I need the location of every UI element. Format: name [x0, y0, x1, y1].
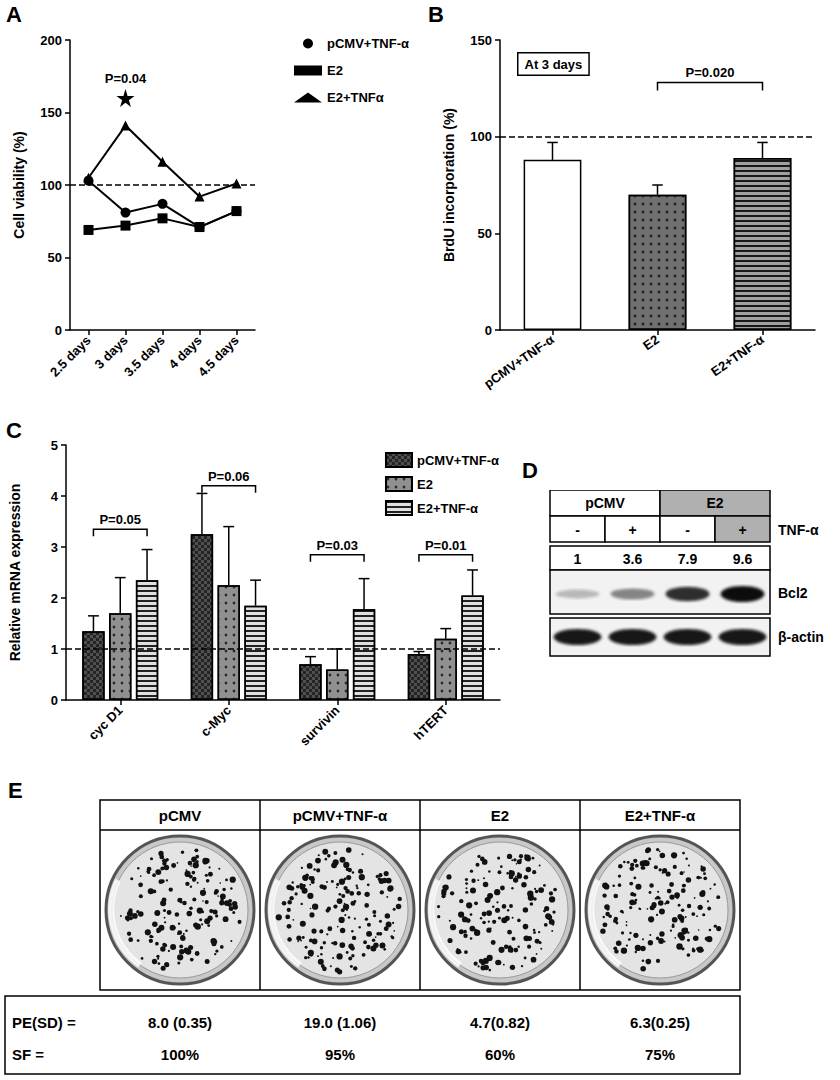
svg-text:0: 0	[51, 693, 58, 708]
svg-text:E2: E2	[491, 807, 509, 824]
svg-text:E2+TNF-α: E2+TNF-α	[625, 807, 696, 824]
html-text:B: B	[428, 2, 444, 27]
svg-text:β-actin: β-actin	[778, 629, 824, 645]
svg-text:-: -	[685, 522, 690, 538]
svg-text:200: 200	[40, 33, 62, 48]
svg-text:hTERT: hTERT	[411, 703, 451, 743]
svg-text:60%: 60%	[485, 1046, 515, 1063]
svg-text:1: 1	[574, 551, 582, 567]
svg-text:E2: E2	[327, 63, 343, 78]
svg-text:4: 4	[51, 489, 59, 504]
svg-text:100: 100	[40, 178, 62, 193]
svg-text:5: 5	[51, 438, 58, 453]
svg-text:Relative mRNA expression: Relative mRNA expression	[7, 484, 23, 662]
svg-text:95%: 95%	[325, 1046, 355, 1063]
svg-text:0: 0	[55, 323, 62, 338]
svg-text:3: 3	[51, 540, 58, 555]
svg-text:pCMV+TNF-α: pCMV+TNF-α	[327, 36, 409, 51]
html-text:A: A	[6, 2, 22, 27]
svg-text:E2+TNF-α: E2+TNF-α	[708, 332, 767, 379]
svg-text:E2: E2	[640, 332, 662, 353]
svg-text:P=0.04: P=0.04	[105, 71, 147, 86]
svg-text:4 days: 4 days	[165, 332, 205, 372]
html-text:C: C	[6, 418, 22, 443]
svg-text:100: 100	[470, 129, 492, 144]
svg-text:-: -	[575, 522, 580, 538]
svg-text:9.6: 9.6	[733, 551, 753, 567]
svg-text:Cell viability (%): Cell viability (%)	[11, 131, 27, 238]
svg-text:Bcl2: Bcl2	[778, 585, 808, 601]
svg-text:pCMV+TNF-α: pCMV+TNF-α	[481, 332, 557, 391]
svg-text:1: 1	[51, 642, 58, 657]
svg-text:P=0.05: P=0.05	[99, 512, 141, 527]
svg-text:At 3 days: At 3 days	[525, 57, 583, 72]
svg-text:P=0.020: P=0.020	[686, 65, 735, 80]
svg-text:3.6: 3.6	[623, 551, 643, 567]
svg-text:50: 50	[48, 250, 62, 265]
svg-text:BrdU incorporation (%): BrdU incorporation (%)	[441, 108, 457, 262]
svg-text:E2: E2	[706, 495, 723, 511]
svg-text:cyc D1: cyc D1	[85, 703, 125, 743]
svg-text:3.5 days: 3.5 days	[121, 333, 168, 380]
svg-text:pCMV: pCMV	[585, 495, 625, 511]
html-text:D: D	[522, 458, 538, 483]
svg-text:100%: 100%	[161, 1046, 199, 1063]
svg-text:pCMV: pCMV	[159, 807, 202, 824]
svg-text:0: 0	[485, 323, 492, 338]
svg-text:8.0 (0.35): 8.0 (0.35)	[148, 1014, 212, 1031]
svg-text:SF =: SF =	[12, 1046, 44, 1063]
svg-text:2.5 days: 2.5 days	[47, 333, 94, 380]
svg-text:75%: 75%	[645, 1046, 675, 1063]
svg-text:150: 150	[40, 105, 62, 120]
svg-text:7.9: 7.9	[678, 551, 698, 567]
svg-text:E2+TNFα: E2+TNFα	[327, 90, 384, 105]
svg-text:P=0.01: P=0.01	[425, 538, 467, 553]
svg-text:E2: E2	[417, 477, 433, 492]
svg-text:PE(SD) =: PE(SD) =	[12, 1014, 76, 1031]
svg-text:pCMV+TNF-α: pCMV+TNF-α	[417, 453, 499, 468]
svg-text:c-Myc: c-Myc	[197, 703, 234, 740]
svg-text:150: 150	[470, 33, 492, 48]
svg-text:+: +	[628, 522, 636, 538]
svg-text:pCMV+TNF-α: pCMV+TNF-α	[293, 807, 388, 824]
svg-text:4.5 days: 4.5 days	[195, 333, 242, 380]
svg-text:4.7(0.82): 4.7(0.82)	[470, 1014, 530, 1031]
svg-text:19.0 (1.06): 19.0 (1.06)	[304, 1014, 377, 1031]
svg-text:survivin: survivin	[297, 703, 343, 749]
svg-text:P=0.03: P=0.03	[316, 538, 358, 553]
svg-text:50: 50	[478, 226, 492, 241]
html-text:E: E	[8, 778, 23, 803]
svg-text:2: 2	[51, 591, 58, 606]
svg-text:E2+TNF-α: E2+TNF-α	[417, 501, 478, 516]
svg-text:6.3(0.25): 6.3(0.25)	[630, 1014, 690, 1031]
svg-text:3 days: 3 days	[91, 332, 131, 372]
svg-text:TNF-α: TNF-α	[778, 522, 819, 538]
svg-text:P=0.06: P=0.06	[208, 469, 250, 484]
svg-text:+: +	[738, 522, 746, 538]
